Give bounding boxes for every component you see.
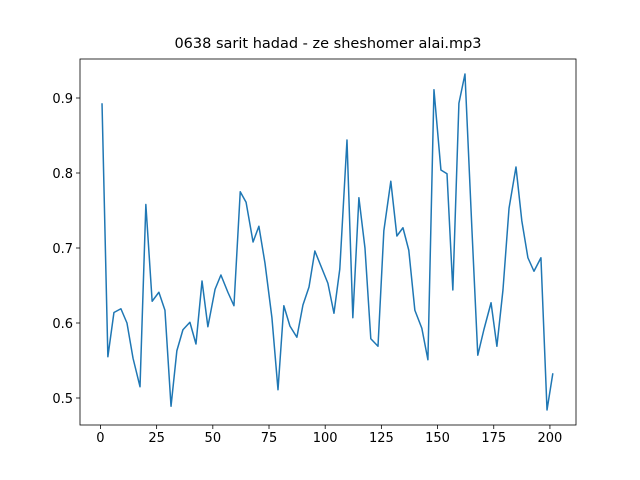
x-tick-label: 150 [425,431,450,446]
line-series [101,73,554,411]
x-tick-label: 50 [205,431,222,446]
x-tick-label: 0 [96,431,104,446]
x-tick-label: 75 [261,431,278,446]
x-tick-label: 175 [481,431,506,446]
chart-title: 0638 sarit hadad - ze sheshomer alai.mp3 [174,36,481,52]
y-tick-label: 0.6 [52,317,73,332]
y-tick-label: 0.5 [52,392,73,407]
plot-frame [79,58,577,426]
x-tick-label: 125 [369,431,394,446]
x-tick-label: 100 [313,431,338,446]
x-tick-label: 25 [148,431,165,446]
y-tick-label: 0.8 [52,167,73,182]
x-tick-label: 200 [538,431,563,446]
y-tick-label: 0.9 [52,92,73,107]
y-tick-label: 0.7 [52,242,73,257]
